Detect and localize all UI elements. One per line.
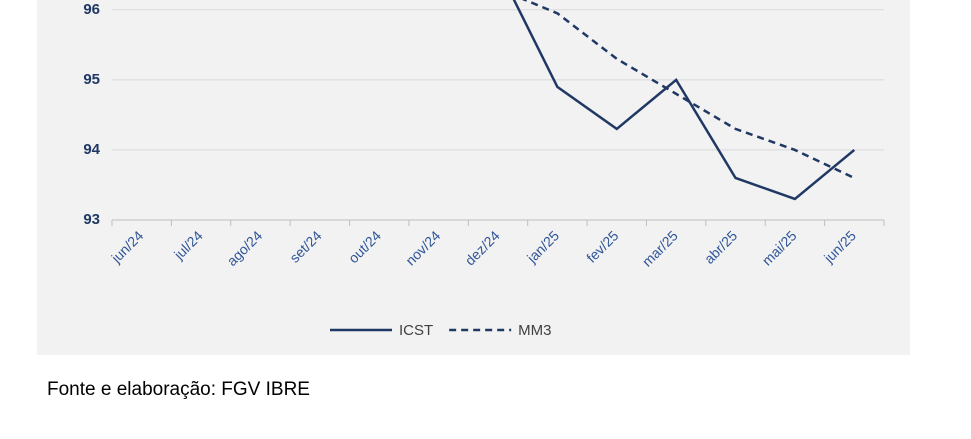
y-tick-label: 93 — [83, 211, 100, 228]
y-tick-label: 96 — [83, 1, 100, 18]
series-line — [521, 0, 855, 180]
plot-background — [37, 0, 910, 355]
series-line — [512, 0, 856, 201]
source-note: Fonte e elaboração: FGV IBRE — [47, 379, 310, 400]
legend-label: MM3 — [518, 322, 551, 339]
legend-label: ICST — [399, 322, 433, 339]
y-tick-label: 95 — [83, 71, 100, 88]
y-tick-label: 94 — [83, 141, 100, 158]
